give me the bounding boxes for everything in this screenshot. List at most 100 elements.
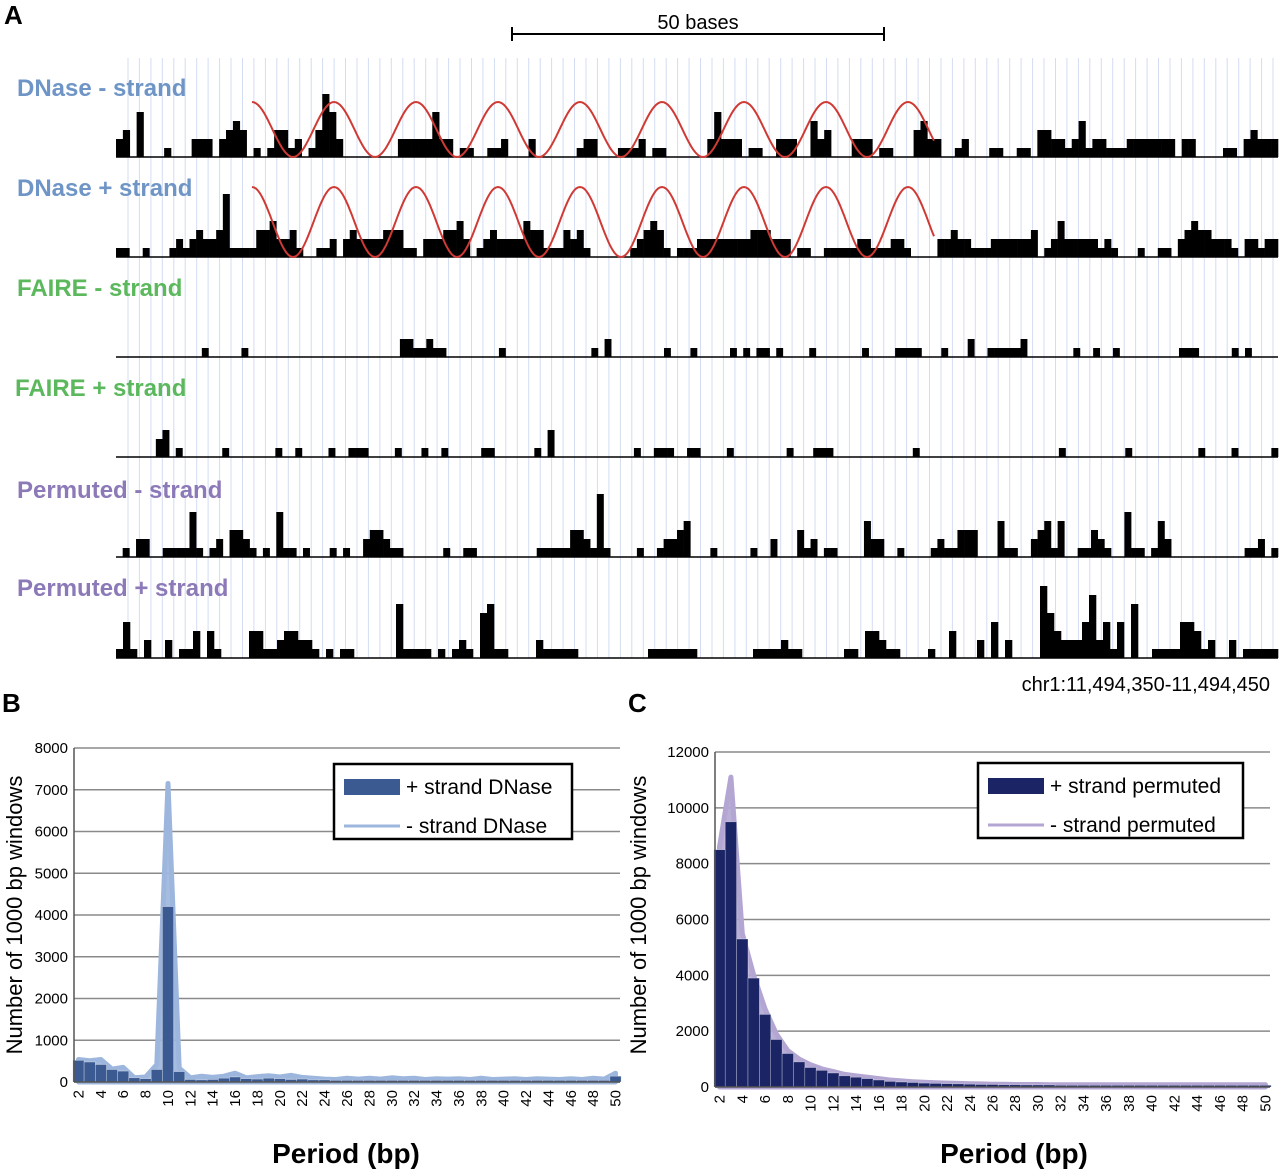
- track-bar: [489, 230, 497, 257]
- track-bar: [1071, 139, 1079, 157]
- track-bar: [1126, 139, 1134, 157]
- y-tick-label: 10000: [667, 800, 709, 817]
- track-bar: [1044, 130, 1052, 157]
- x-tick-label: 34: [429, 1090, 446, 1107]
- x-tick-label: 20: [916, 1095, 933, 1112]
- track-bar: [1124, 512, 1132, 557]
- track-bar: [291, 631, 299, 658]
- track-bar: [1010, 548, 1018, 557]
- track-bar: [396, 604, 404, 658]
- x-tick-label: 46: [563, 1090, 580, 1107]
- track-bar: [631, 148, 639, 157]
- track-bar: [862, 348, 869, 357]
- track-bar: [396, 230, 404, 257]
- track-bar: [241, 348, 249, 357]
- track-bar: [949, 631, 957, 658]
- track-bar: [326, 649, 334, 658]
- track-bar: [302, 548, 310, 557]
- periodic-fit-line: [251, 100, 935, 158]
- track-bar: [1084, 548, 1092, 557]
- track-bar: [421, 448, 429, 457]
- x-tick-label: 28: [1007, 1095, 1024, 1112]
- track-bar: [789, 139, 797, 157]
- y-tick-label: 2000: [35, 991, 68, 1008]
- series-bar: [759, 1014, 772, 1088]
- track-bar: [652, 148, 660, 157]
- track-bar: [630, 248, 638, 257]
- track-bar: [329, 548, 337, 557]
- track-bar: [813, 448, 821, 457]
- x-tick-label: 48: [1235, 1095, 1252, 1112]
- track-bar: [996, 148, 1004, 157]
- track-bar: [797, 248, 805, 257]
- track-bar: [823, 548, 831, 557]
- track-bar: [726, 448, 734, 457]
- track-bar: [883, 248, 891, 257]
- scale-bar-label: 50 bases: [657, 12, 738, 34]
- track-bar: [817, 139, 825, 157]
- track-bar: [122, 130, 131, 157]
- track-bar: [269, 221, 277, 257]
- track-bar: [872, 631, 880, 658]
- track-bar: [1257, 539, 1265, 557]
- track-bar: [750, 548, 758, 557]
- track-bar: [788, 649, 796, 658]
- track-bar: [443, 548, 451, 557]
- track-bar: [510, 239, 517, 257]
- track-bar: [663, 348, 671, 357]
- track-bar: [294, 139, 302, 157]
- track-bar: [710, 548, 718, 557]
- track-bar: [857, 239, 865, 257]
- track-bar: [1050, 239, 1058, 257]
- track-bar: [289, 230, 297, 257]
- series-bar: [162, 906, 174, 1083]
- track-bar: [1077, 239, 1085, 257]
- track-bar: [563, 230, 571, 257]
- track-bar: [1180, 622, 1188, 658]
- track-bar: [1166, 649, 1174, 658]
- track-bar: [376, 530, 384, 557]
- track-bar: [1264, 139, 1272, 157]
- legend-label: - strand permuted: [1050, 814, 1216, 837]
- track-bar: [349, 230, 357, 257]
- track-bar: [727, 139, 736, 157]
- track-bar: [1198, 448, 1206, 457]
- track-bar: [315, 130, 323, 157]
- track-bar: [501, 649, 509, 658]
- track-bar: [895, 348, 902, 357]
- x-tick-label: 2: [712, 1095, 729, 1103]
- track-bar: [786, 448, 794, 457]
- track-bar: [343, 239, 351, 257]
- track-bar: [1204, 230, 1212, 257]
- track-bar: [205, 139, 213, 157]
- track-bar: [913, 130, 921, 157]
- track-bar: [1089, 595, 1097, 658]
- track-bar: [198, 139, 206, 157]
- track-bar: [155, 439, 163, 457]
- track-bar: [617, 148, 626, 157]
- track-bar: [1251, 239, 1259, 257]
- track-bar: [249, 548, 257, 557]
- track-bar: [997, 239, 1005, 257]
- track-bar: [176, 548, 184, 557]
- track-bar: [376, 239, 384, 257]
- panel-c-letter: C: [628, 688, 647, 718]
- track-bar: [636, 548, 644, 557]
- track-bar: [683, 248, 691, 257]
- track-bar: [274, 130, 282, 157]
- track-bar: [1104, 548, 1112, 557]
- track-bar: [944, 239, 952, 257]
- x-tick-label: 44: [540, 1090, 557, 1107]
- track-bar: [650, 221, 658, 257]
- track-bar: [536, 548, 544, 557]
- track-bar: [1147, 139, 1155, 157]
- x-tick-label: 22: [294, 1090, 311, 1107]
- track-bar: [487, 604, 495, 658]
- track-bar: [1184, 230, 1192, 257]
- track-bar: [901, 348, 909, 357]
- track-bar: [389, 230, 397, 257]
- track-bar: [305, 640, 313, 658]
- track-bar: [162, 548, 170, 557]
- track-bar: [1030, 230, 1038, 257]
